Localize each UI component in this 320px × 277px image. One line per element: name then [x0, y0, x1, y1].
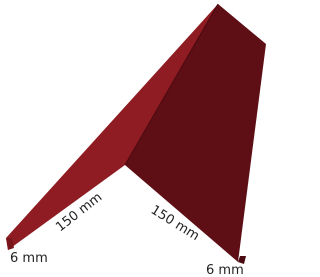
- dimension-label: 6 mm: [206, 263, 244, 277]
- page: 150 mm 150 mm 6 mm 6 mm (() => { const d…: [0, 0, 320, 277]
- flashing-image: 150 mm 150 mm 6 mm 6 mm: [0, 0, 270, 277]
- dimension-label: 6 mm: [10, 251, 48, 266]
